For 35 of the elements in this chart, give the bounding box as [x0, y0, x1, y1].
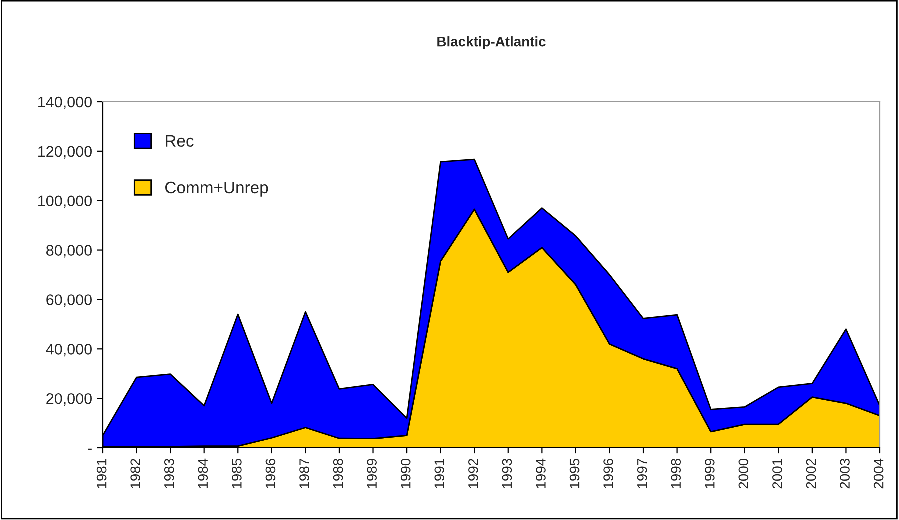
x-tick-label: 2002	[806, 459, 816, 489]
x-tick-label: 1992	[468, 459, 478, 488]
x-tick-label: 1982	[130, 459, 141, 488]
x-tick-label: 1981	[96, 459, 107, 488]
y-tick-label: 100,000	[38, 196, 92, 208]
x-tick-label: 1997	[637, 459, 648, 488]
x-tick-label: 1986	[266, 459, 276, 488]
x-tick-label: 1985	[232, 458, 242, 488]
y-tick-label: 80,000	[46, 245, 92, 258]
x-tick-label: 1998	[671, 459, 682, 488]
x-tick-label: 2003	[840, 459, 850, 489]
y-tick-label: 120,000	[38, 146, 92, 159]
x-tick-label: 1991	[434, 459, 445, 488]
x-tick-label: 1999	[704, 459, 715, 488]
x-tick-label: 1990	[400, 458, 411, 488]
legend-label: Rec	[166, 135, 194, 147]
x-tick-label: 1989	[367, 459, 377, 488]
x-tick-label: 2000	[738, 458, 749, 489]
x-tick-label: 1987	[300, 459, 310, 488]
x-tick-label: 1984	[198, 458, 208, 488]
x-tick-label: 1995	[570, 458, 580, 488]
legend-label: Comm+Unrep	[166, 182, 268, 197]
y-tick-label: 40,000	[46, 344, 92, 357]
x-tick-label: 1994	[536, 458, 546, 488]
y-tick-label: 20,000	[46, 393, 92, 406]
y-tick-label: 60,000	[46, 294, 92, 308]
x-tick-label: 2001	[772, 459, 782, 489]
chart-title: Blacktip-Atlantic	[438, 36, 546, 50]
x-tick-label: 2004	[874, 458, 884, 489]
x-tick-label: 1993	[502, 459, 512, 488]
x-tick-label: 1988	[333, 459, 344, 488]
y-tick-label: -	[88, 448, 92, 450]
x-tick-label: 1996	[604, 459, 614, 488]
x-tick-label: 1983	[164, 459, 174, 488]
y-tick-label: 140,000	[38, 96, 92, 110]
